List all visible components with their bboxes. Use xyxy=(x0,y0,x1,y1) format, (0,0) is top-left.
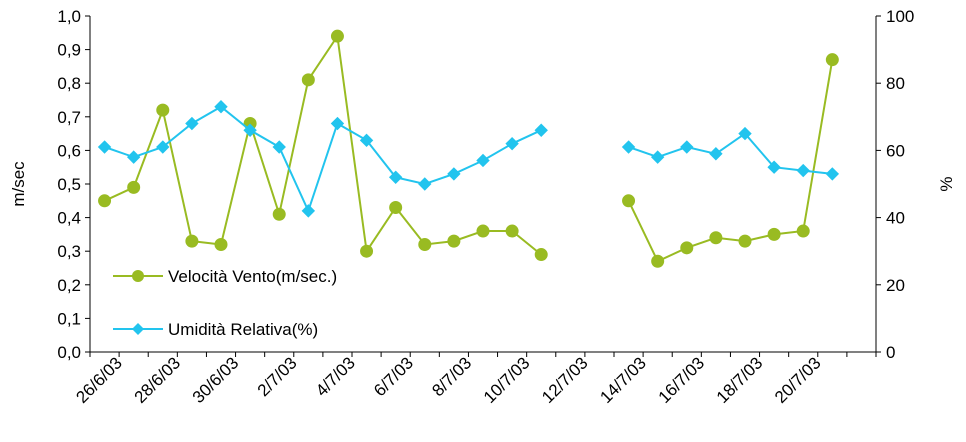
data-point-humidity xyxy=(505,136,519,151)
data-point-wind xyxy=(651,254,665,268)
data-point-humidity xyxy=(680,140,694,154)
data-point-wind xyxy=(738,234,752,248)
y-left-tick-label: 0,1 xyxy=(57,309,81,328)
data-point-humidity xyxy=(796,163,810,178)
data-point-wind xyxy=(447,234,461,248)
data-point-humidity xyxy=(476,153,490,168)
y-left-tick-label: 0,0 xyxy=(57,343,81,362)
data-point-wind xyxy=(680,241,694,255)
data-point-humidity xyxy=(156,140,170,154)
x-tick-label: 20/7/03 xyxy=(771,353,825,407)
x-tick-label: 12/7/03 xyxy=(538,353,592,407)
data-point-humidity xyxy=(359,133,374,148)
x-tick-label: 4/7/03 xyxy=(312,353,359,400)
y-right-tick-label: 20 xyxy=(886,276,905,295)
x-tick-label: 28/6/03 xyxy=(131,353,185,407)
data-point-humidity xyxy=(97,140,112,154)
series-line-0 xyxy=(104,33,542,256)
data-point-wind xyxy=(214,237,228,251)
legend-marker-wind xyxy=(132,270,144,282)
data-point-wind xyxy=(505,224,519,238)
legend-label-1: Umidità Relativa(%) xyxy=(168,320,318,339)
data-point-humidity xyxy=(185,116,199,131)
data-point-wind xyxy=(98,194,112,208)
y-left-tick-label: 0,5 xyxy=(57,175,81,194)
y-left-tick-label: 0,3 xyxy=(57,242,81,261)
data-point-humidity xyxy=(330,116,345,131)
data-point-wind xyxy=(796,224,810,238)
data-point-wind xyxy=(825,53,839,67)
y-left-tick-label: 1,0 xyxy=(57,7,81,26)
data-point-humidity xyxy=(650,150,665,164)
y-right-tick-label: 0 xyxy=(886,343,895,362)
y-left-tick-label: 0,4 xyxy=(57,209,81,228)
data-point-humidity xyxy=(301,204,316,218)
x-tick-label: 14/7/03 xyxy=(596,353,650,407)
data-point-wind xyxy=(330,29,344,43)
data-point-wind xyxy=(389,201,403,215)
data-point-wind xyxy=(360,244,374,258)
data-point-wind xyxy=(767,227,781,241)
y-left-tick-label: 0,9 xyxy=(57,41,81,60)
data-point-wind xyxy=(156,103,170,117)
x-tick-label: 10/7/03 xyxy=(480,353,534,407)
y-right-tick-label: 40 xyxy=(886,209,905,228)
data-point-humidity xyxy=(418,177,432,191)
y-left-tick-label: 0,2 xyxy=(57,276,81,295)
y-left-axis-title: m/sec xyxy=(9,161,28,207)
data-point-humidity xyxy=(767,160,781,174)
data-point-wind xyxy=(476,224,490,238)
x-tick-label: 6/7/03 xyxy=(370,353,417,400)
data-point-wind xyxy=(622,194,636,208)
y-left-tick-label: 0,6 xyxy=(57,141,81,160)
data-point-humidity xyxy=(825,167,840,181)
y-right-axis-title: % xyxy=(937,176,956,191)
data-point-humidity xyxy=(709,147,723,161)
series-line-1 xyxy=(104,105,542,214)
y-left-tick-label: 0,7 xyxy=(57,108,81,127)
data-point-humidity xyxy=(738,126,752,141)
data-point-wind xyxy=(418,237,432,251)
x-tick-label: 16/7/03 xyxy=(655,353,709,407)
data-point-wind xyxy=(272,207,286,221)
y-right-tick-label: 60 xyxy=(886,141,905,160)
y-left-tick-label: 0,8 xyxy=(57,74,81,93)
data-point-wind xyxy=(301,73,315,87)
data-point-humidity xyxy=(272,140,286,154)
data-point-wind xyxy=(185,234,199,248)
data-point-wind xyxy=(709,231,723,245)
data-point-humidity xyxy=(214,100,228,114)
y-right-tick-label: 80 xyxy=(886,74,905,93)
x-tick-label: 18/7/03 xyxy=(713,353,767,407)
data-point-wind xyxy=(534,248,548,262)
data-point-wind xyxy=(127,180,141,194)
y-right-tick-label: 100 xyxy=(886,7,914,26)
legend-marker-humidity xyxy=(132,323,144,335)
data-point-humidity xyxy=(243,123,257,137)
legend-label-0: Velocità Vento(m/sec.) xyxy=(168,267,337,286)
x-tick-label: 30/6/03 xyxy=(189,353,243,407)
data-point-humidity xyxy=(447,167,461,181)
data-point-humidity xyxy=(621,140,636,154)
x-tick-label: 8/7/03 xyxy=(428,353,475,400)
data-point-humidity xyxy=(534,123,548,137)
data-point-humidity xyxy=(388,170,403,184)
data-point-humidity xyxy=(126,150,141,164)
x-tick-label: 2/7/03 xyxy=(254,353,301,400)
